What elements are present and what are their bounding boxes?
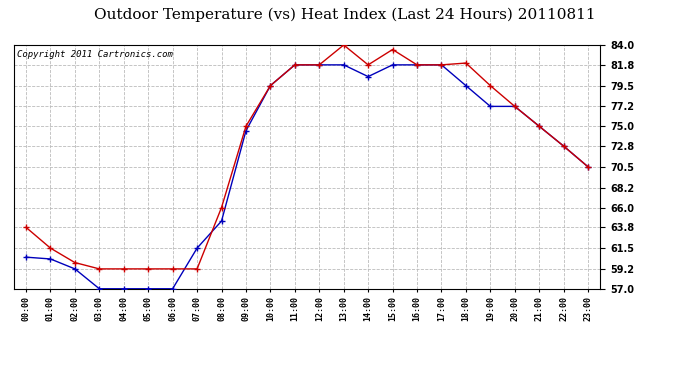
Text: Copyright 2011 Cartronics.com: Copyright 2011 Cartronics.com (17, 50, 172, 59)
Text: Outdoor Temperature (vs) Heat Index (Last 24 Hours) 20110811: Outdoor Temperature (vs) Heat Index (Las… (95, 8, 595, 22)
